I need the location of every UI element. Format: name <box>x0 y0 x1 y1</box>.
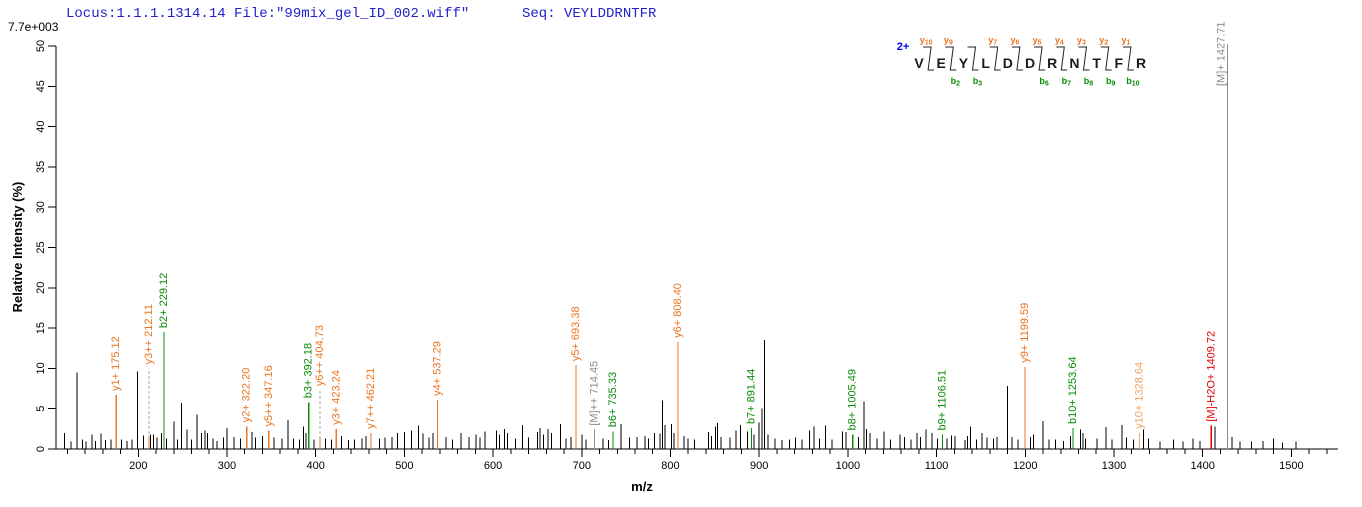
b-ion-label: b2 <box>951 76 961 88</box>
peak-label: y3+ 423.24 <box>330 370 342 425</box>
peak-label: y5+ 693.38 <box>570 306 582 361</box>
y-tick-label: 20 <box>35 282 47 294</box>
y-ion-label: y7 <box>988 35 997 47</box>
peak-label: y5++ 347.16 <box>263 365 275 426</box>
x-tick-label: 1100 <box>925 460 949 472</box>
locus-file-text: Locus:1.1.1.1314.14 File:"99mix_gel_ID_0… <box>66 6 470 22</box>
peak-label: b8+ 1005.49 <box>847 369 859 430</box>
y-ion-label: y5 <box>1033 35 1042 47</box>
b-ion-label: b7 <box>1062 76 1072 88</box>
b-ion-label: b9 <box>1106 76 1116 88</box>
cleavage-mark <box>1078 46 1090 71</box>
x-tick-label: 1500 <box>1279 460 1303 472</box>
x-tick-label: 900 <box>750 460 768 472</box>
intensity-scale-text: 7.7e+003 <box>8 20 59 34</box>
y-ion-label: y3 <box>1077 35 1086 47</box>
b-ion-label: b8 <box>1084 76 1094 88</box>
y-tick-label: 40 <box>35 120 47 132</box>
y-tick-label: 10 <box>35 362 47 374</box>
b-ion-label: b10 <box>1126 76 1139 88</box>
peak-label: [M]-H2O+ 1409.72 <box>1205 331 1217 422</box>
x-tick-label: 1200 <box>1013 460 1037 472</box>
peak-label: y4+ 537.29 <box>431 341 443 396</box>
y-tick-label: 15 <box>35 322 47 334</box>
x-tick-label: 1400 <box>1190 460 1214 472</box>
residue: N <box>1069 55 1079 71</box>
y-tick-label: 35 <box>35 161 47 173</box>
peak-label: y10+ 1328.64 <box>1133 362 1145 429</box>
residue: F <box>1115 55 1124 71</box>
peak-label: y6++ 404.73 <box>314 325 326 386</box>
b-ion-label: b3 <box>973 76 983 88</box>
residue: T <box>1092 55 1101 71</box>
cleavage-mark <box>923 46 935 71</box>
x-tick-label: 600 <box>484 460 502 472</box>
y-tick-label: 0 <box>35 446 47 452</box>
y-tick-label: 45 <box>35 80 47 92</box>
y-ion-label: y1 <box>1121 35 1130 47</box>
peak-label: b3+ 392.18 <box>303 343 315 398</box>
cleavage-mark <box>1122 46 1134 71</box>
cleavage-mark <box>1034 46 1046 71</box>
x-tick-label: 200 <box>129 460 147 472</box>
y-axis-title: Relative Intensity (%) <box>10 182 25 313</box>
y-ion-label: y4 <box>1055 35 1064 47</box>
peak-label: b9+ 1106.51 <box>936 370 948 431</box>
y-tick-label: 25 <box>35 241 47 253</box>
unlabeled-peaks <box>64 340 1297 449</box>
residue: D <box>1003 55 1013 71</box>
y-ion-label: y9 <box>944 35 953 47</box>
cleavage-mark <box>1011 46 1023 71</box>
x-tick-label: 1300 <box>1102 460 1126 472</box>
x-tick-label: 1000 <box>836 460 860 472</box>
sequence-header-text: Seq: VEYLDDRNTFR <box>522 6 657 22</box>
cleavage-mark <box>945 46 957 71</box>
y-ion-label: y6 <box>1010 35 1019 47</box>
y-tick-label: 30 <box>35 201 47 213</box>
peak-label: y3++ 212.11 <box>143 304 155 364</box>
precursor-charge: 2+ <box>897 41 910 53</box>
x-tick-label: 700 <box>573 460 591 472</box>
residue: R <box>1047 55 1057 71</box>
residue: R <box>1136 55 1146 71</box>
x-tick-label: 400 <box>307 460 325 472</box>
peak-label: y6+ 808.40 <box>672 283 684 338</box>
x-tick-label: 500 <box>395 460 413 472</box>
peak-label: b2+ 229.12 <box>158 273 170 328</box>
peak-label: b7+ 891.44 <box>746 369 758 424</box>
residue: D <box>1025 55 1035 71</box>
cleavage-mark <box>1056 46 1068 71</box>
residue: E <box>937 55 946 71</box>
y-ion-label: y10 <box>920 35 933 47</box>
x-axis-title: m/z <box>631 479 653 494</box>
x-tick-label: 300 <box>218 460 236 472</box>
cleavage-mark <box>967 46 979 71</box>
peak-label: y2+ 322.20 <box>241 368 253 423</box>
y-tick-label: 50 <box>35 40 47 52</box>
residue: Y <box>959 55 969 71</box>
peak-label: y7++ 462.21 <box>365 368 377 429</box>
b-ion-label: b6 <box>1039 76 1049 88</box>
peak-label: b6+ 735.33 <box>607 372 619 427</box>
residue: L <box>981 55 990 71</box>
peak-label: y1+ 175.12 <box>110 336 122 391</box>
peak-label: b10+ 1253.64 <box>1067 356 1079 424</box>
peak-label: [M]++ 714.45 <box>589 361 601 426</box>
y-tick-label: 5 <box>35 406 47 412</box>
y-ion-label: y2 <box>1099 35 1108 47</box>
cleavage-mark <box>1100 46 1112 71</box>
peak-label: [M]+ 1427.71 <box>1215 21 1227 86</box>
peak-label: y9+ 1199.59 <box>1019 303 1031 363</box>
residue: V <box>914 55 924 71</box>
cleavage-mark <box>989 46 1001 71</box>
x-tick-label: 800 <box>661 460 679 472</box>
